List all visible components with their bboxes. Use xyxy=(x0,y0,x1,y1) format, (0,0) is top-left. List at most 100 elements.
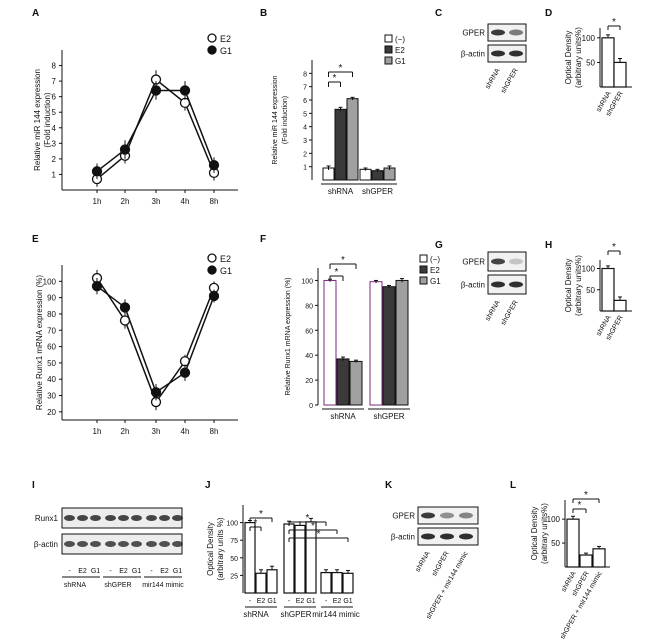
group-label: mir144 mimic xyxy=(142,582,184,589)
legend-label: E2 xyxy=(395,46,405,55)
bar xyxy=(349,360,363,406)
y-tick-label: 3 xyxy=(52,139,57,148)
blot-band xyxy=(64,515,75,521)
blot-band xyxy=(64,541,75,547)
panel-D-letter: D xyxy=(545,8,552,19)
bar xyxy=(613,299,627,312)
bar xyxy=(331,571,343,594)
y-tick-label: 7 xyxy=(52,77,57,86)
y-tick-label: 50 xyxy=(230,556,238,563)
legend-marker xyxy=(207,253,217,263)
bar xyxy=(371,170,384,181)
blot-band xyxy=(421,512,435,519)
y-tick-label: 90 xyxy=(47,294,56,303)
y-axis-label: Optical Density xyxy=(564,259,573,313)
y-tick-label: 100 xyxy=(43,277,57,286)
y-axis-label-2: (arbitrary units %) xyxy=(216,517,225,580)
data-point xyxy=(150,85,162,96)
y-tick-label: 80 xyxy=(305,303,313,310)
y-axis-label-2: (arbitrary units%) xyxy=(540,503,549,564)
y-tick-label: 6 xyxy=(52,93,57,102)
legend-marker xyxy=(207,265,217,275)
blot-band xyxy=(172,541,183,547)
blot-row-label: β-actin xyxy=(34,540,58,549)
lane-label: shRNA xyxy=(485,67,502,90)
data-point xyxy=(208,290,220,302)
blot-band xyxy=(172,515,183,521)
legend-label: E2 xyxy=(220,254,231,264)
y-axis-label: Optical Density xyxy=(564,31,573,85)
blot-band xyxy=(77,515,88,521)
panel-letter: A xyxy=(32,8,39,19)
legend-swatch xyxy=(419,265,428,274)
blot-band xyxy=(421,533,435,540)
significance-star: * xyxy=(578,500,582,511)
significance-star: * xyxy=(584,490,588,501)
blot-row-label: GPER xyxy=(462,29,485,38)
significance-star: * xyxy=(306,513,310,524)
bar xyxy=(336,358,350,406)
bar-chart-B: 1 2 3 4 5 6 7 8 Relative miR 144 expression (Fold… xyxy=(272,34,406,196)
x-tick-label: 8h xyxy=(210,197,219,206)
lane-label: shRNA xyxy=(485,299,502,322)
blot-band xyxy=(118,541,129,547)
blot-band xyxy=(90,515,101,521)
blot-band xyxy=(105,515,116,521)
significance-star: * xyxy=(311,521,315,532)
group-label: shGPER xyxy=(362,187,393,196)
blot-row-label: Runx1 xyxy=(35,514,59,523)
y-tick-label: 1 xyxy=(303,165,307,172)
y-tick-label: 4 xyxy=(303,125,307,132)
y-tick-label: 0 xyxy=(309,403,313,410)
y-tick-label: 4 xyxy=(52,124,57,133)
lane-label: G1 xyxy=(173,568,182,575)
data-point xyxy=(119,144,131,155)
blot-row-label: GPER xyxy=(392,512,415,521)
panel-H-letter: H xyxy=(545,240,552,251)
y-tick-label: 20 xyxy=(47,408,56,417)
series-line-E2 xyxy=(96,277,215,404)
legend-label: E2 xyxy=(430,266,440,275)
significance-star: * xyxy=(341,255,345,266)
bar xyxy=(601,37,615,88)
legend-label: E2 xyxy=(220,34,231,44)
legend-swatch xyxy=(384,45,393,54)
significance-star: * xyxy=(259,509,263,520)
lane-label: G1 xyxy=(267,598,276,605)
blot-row-label: β-actin xyxy=(461,281,485,290)
legend-label: G1 xyxy=(220,46,232,56)
bar xyxy=(283,523,295,594)
y-axis-label: Relative Runx1 mRNA expression (%) xyxy=(35,275,44,410)
significance-star: * xyxy=(317,529,321,540)
legend-swatch xyxy=(384,56,393,65)
y-tick-label: 30 xyxy=(47,392,56,401)
significance-star: * xyxy=(612,242,616,253)
y-axis-label-2: (Fold induction) xyxy=(43,92,52,147)
y-tick-label: 6 xyxy=(303,98,307,105)
x-tick-label: 3h xyxy=(152,427,161,436)
legend-marker xyxy=(207,45,217,55)
data-point xyxy=(179,367,191,378)
panel-letter: J xyxy=(205,480,211,491)
y-axis-label-2: (arbitrary units%) xyxy=(574,255,583,316)
lane-label: shRNA xyxy=(415,550,432,573)
bar xyxy=(601,267,615,312)
legend-marker xyxy=(207,33,217,43)
bar xyxy=(566,518,580,568)
line-chart-A: 1 2 3 4 5 6 7 8 1h 2h 3h 4h 8h Relative miR 144 expre… xyxy=(33,33,238,206)
y-tick-label: 50 xyxy=(586,286,595,295)
y-tick-label: 5 xyxy=(52,108,57,117)
blot-band xyxy=(90,541,101,547)
panel-letter: L xyxy=(510,480,516,491)
y-tick-label: 7 xyxy=(303,85,307,92)
lane-label: E2 xyxy=(257,598,266,605)
blot-band xyxy=(491,50,505,57)
group-label: shRNA xyxy=(330,412,356,421)
panel-B-letter: B xyxy=(260,8,267,19)
y-tick-label: 3 xyxy=(303,138,307,145)
blot-band xyxy=(509,50,523,57)
